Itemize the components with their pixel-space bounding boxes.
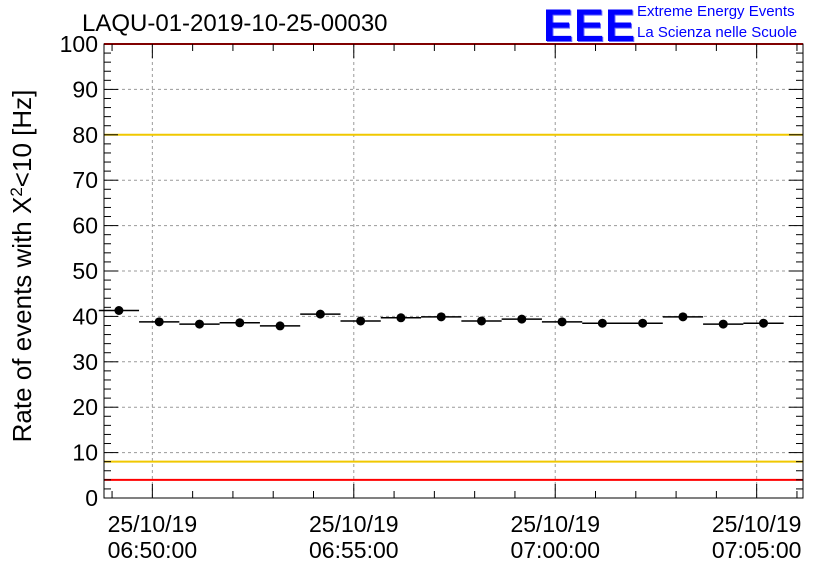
x-tick-label-time: 06:55:00 xyxy=(309,537,399,563)
y-tick-label: 50 xyxy=(72,258,98,284)
data-point xyxy=(638,318,648,328)
x-tick-label-date: 25/10/19 xyxy=(510,511,600,537)
y-tick-label: 0 xyxy=(85,485,98,511)
y-tick-label: 70 xyxy=(72,167,98,193)
y-tick-label: 20 xyxy=(72,394,98,420)
data-point xyxy=(194,319,204,329)
y-tick-label: 100 xyxy=(60,31,98,57)
eee-logo: EEE xyxy=(543,0,637,51)
y-axis-label: Rate of events with X2<10 [Hz] xyxy=(7,90,38,443)
data-point xyxy=(436,312,446,322)
data-point xyxy=(759,318,769,328)
data-point xyxy=(557,317,567,327)
data-point xyxy=(154,317,164,327)
y-tick-label: 60 xyxy=(72,213,98,239)
data-point xyxy=(396,313,406,323)
x-tick-label-time: 07:05:00 xyxy=(712,537,802,563)
x-tick-label-date: 25/10/19 xyxy=(108,511,198,537)
data-point xyxy=(597,318,607,328)
data-point xyxy=(718,319,728,329)
x-tick-label-date: 25/10/19 xyxy=(309,511,399,537)
data-point xyxy=(275,321,285,331)
y-tick-label: 30 xyxy=(72,349,98,375)
logo-line-2: La Scienza nelle Scuole xyxy=(637,24,798,41)
x-tick-label-date: 25/10/19 xyxy=(712,511,802,537)
data-point xyxy=(517,314,527,324)
logo-line-1: Extreme Energy Events xyxy=(637,3,795,20)
data-point xyxy=(477,316,487,326)
y-tick-label: 80 xyxy=(72,122,98,148)
data-point xyxy=(235,318,245,328)
y-tick-label: 40 xyxy=(72,303,98,329)
x-tick-label-time: 07:00:00 xyxy=(510,537,600,563)
data-point xyxy=(114,305,124,315)
chart-title: LAQU-01-2019-10-25-00030 xyxy=(82,10,388,37)
x-tick-label-time: 06:50:00 xyxy=(108,537,198,563)
y-tick-label: 90 xyxy=(72,76,98,102)
data-point xyxy=(356,316,366,326)
y-tick-label: 10 xyxy=(72,440,98,466)
data-point xyxy=(678,312,688,322)
data-point xyxy=(315,309,325,319)
